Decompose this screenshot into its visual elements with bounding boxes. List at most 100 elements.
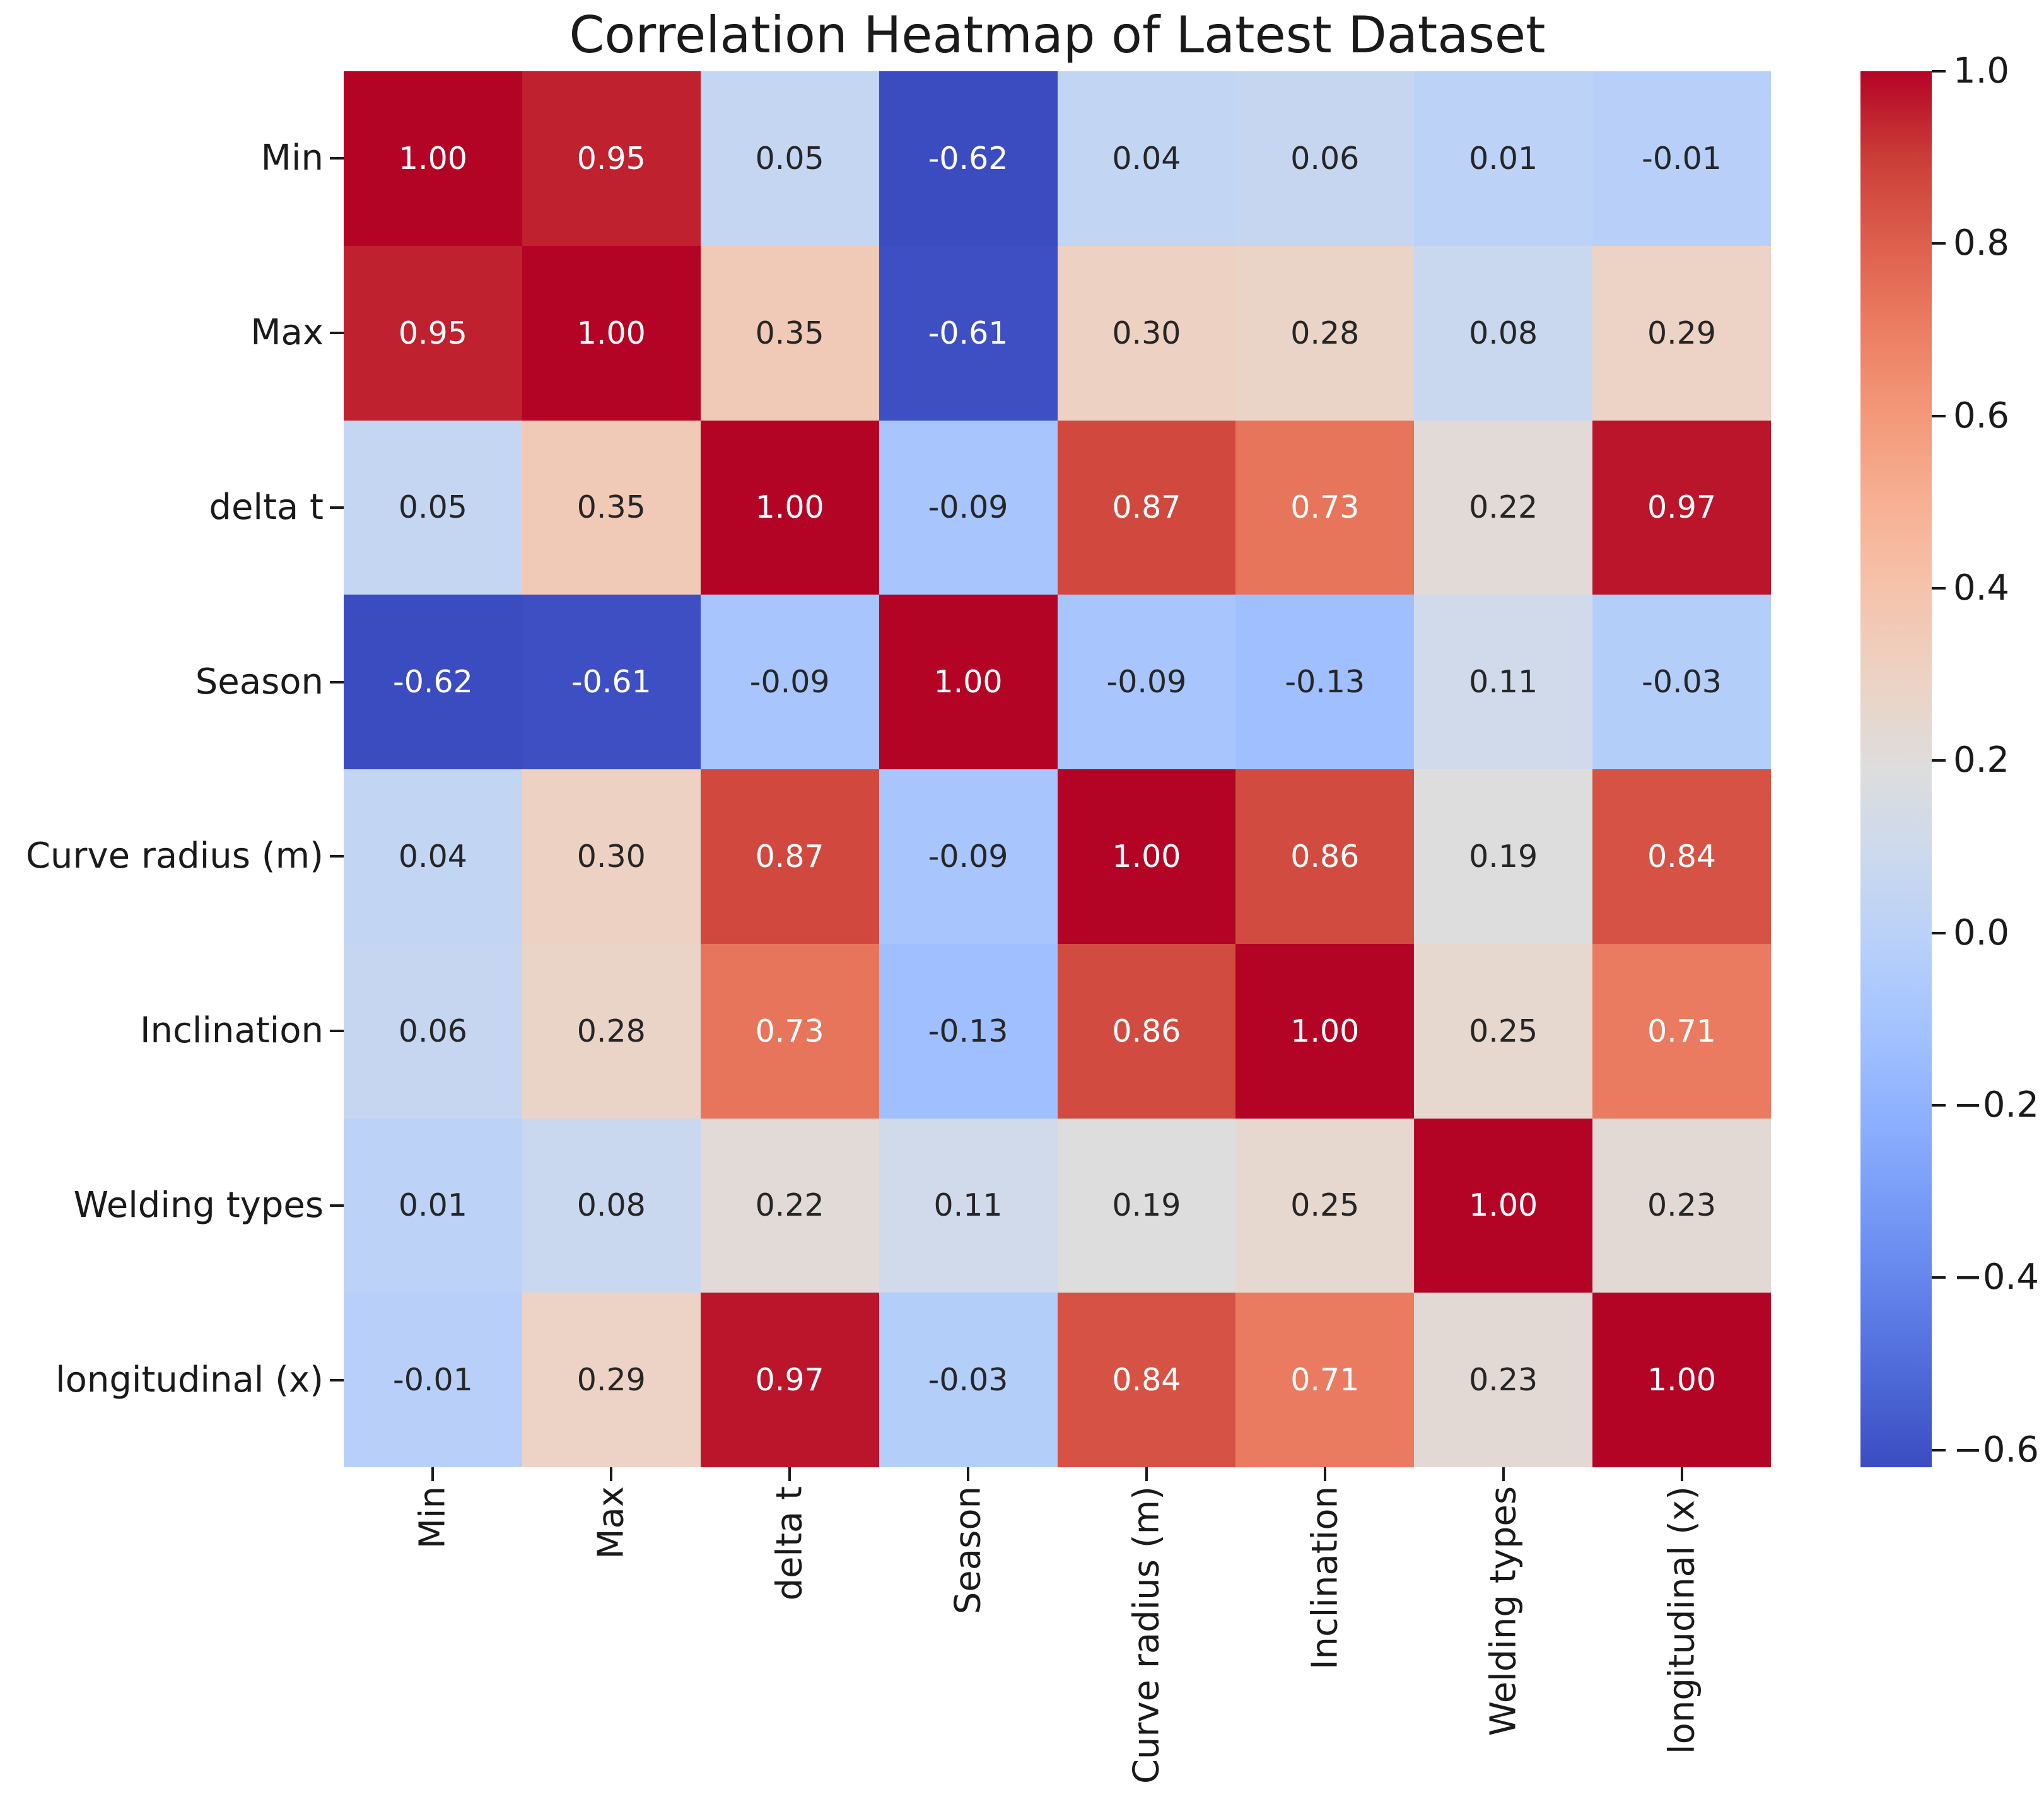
x-tick-mark	[967, 1467, 970, 1481]
heatmap-cell: 0.28	[522, 943, 701, 1119]
y-axis-tick-label: longitudinal (x)	[55, 1359, 324, 1400]
x-tick-mark	[431, 1467, 435, 1481]
colorbar-tick-mark	[1932, 931, 1946, 934]
colorbar-tick-label: 1.0	[1953, 50, 2010, 91]
heatmap-cell: 0.01	[1414, 71, 1593, 246]
heatmap-cell: 0.29	[522, 1293, 701, 1467]
x-axis-tick-label: Curve radius (m)	[1126, 1486, 1167, 1784]
y-tick-mark	[330, 1204, 344, 1207]
heatmap-cell: 1.00	[1057, 769, 1236, 944]
x-tick-mark	[1680, 1467, 1683, 1481]
heatmap-cell: 0.86	[1057, 943, 1236, 1119]
heatmap-cell: -0.03	[879, 1293, 1058, 1467]
heatmap-cell: 0.71	[1235, 1293, 1415, 1467]
heatmap-cell: 1.00	[1414, 1118, 1593, 1293]
heatmap-cell: 1.00	[879, 595, 1058, 769]
heatmap-cell: -0.13	[1235, 595, 1415, 769]
y-axis-tick-label: delta t	[209, 486, 324, 528]
colorbar-tick-mark	[1932, 1448, 1946, 1451]
heatmap-cell: 1.00	[522, 245, 701, 421]
y-tick-mark	[330, 1378, 344, 1381]
y-tick-mark	[330, 1030, 344, 1033]
heatmap-cell: 0.30	[1057, 245, 1236, 421]
y-axis-tick-label: Welding types	[73, 1184, 324, 1226]
heatmap-cell: 1.00	[1592, 1293, 1771, 1467]
colorbar-tick-label: 0.4	[1953, 567, 2010, 608]
y-tick-mark	[330, 506, 344, 509]
colorbar-tick-label: 0.6	[1953, 395, 2010, 436]
colorbar-gradient	[1860, 71, 1932, 1467]
y-axis-tick-label: Max	[250, 312, 324, 354]
colorbar-tick-label: 0.0	[1953, 912, 2010, 953]
heatmap-cell: 0.95	[344, 245, 522, 421]
x-tick-mark	[610, 1467, 613, 1481]
y-axis-tick-label: Season	[195, 661, 324, 702]
heatmap-cell: 0.95	[522, 71, 701, 246]
heatmap-cell: 1.00	[1235, 943, 1415, 1119]
heatmap-cell: 0.84	[1057, 1293, 1236, 1467]
x-tick-mark	[1145, 1467, 1148, 1481]
heatmap-cell: 0.04	[344, 769, 522, 944]
x-tick-mark	[788, 1467, 791, 1481]
chart-title: Correlation Heatmap of Latest Dataset	[569, 6, 1546, 64]
x-axis-tick-label: longitudinal (x)	[1661, 1486, 1703, 1754]
colorbar-tick-label: −0.4	[1953, 1257, 2039, 1298]
heatmap-cell: 0.05	[344, 420, 522, 595]
y-axis-tick-label: Curve radius (m)	[25, 835, 324, 877]
colorbar-tick-label: 0.2	[1953, 740, 2010, 781]
heatmap-cell: 0.25	[1414, 943, 1593, 1119]
heatmap-cell: 1.00	[700, 420, 879, 595]
y-tick-mark	[330, 157, 344, 160]
x-axis-tick-label: Welding types	[1483, 1486, 1524, 1736]
heatmap-cell: 0.30	[522, 769, 701, 944]
colorbar-tick-mark	[1932, 1104, 1946, 1107]
colorbar-tick-mark	[1932, 759, 1946, 762]
y-axis-tick-label: Inclination	[140, 1010, 324, 1052]
colorbar-tick-mark	[1932, 70, 1946, 73]
colorbar-tick-mark	[1932, 587, 1946, 590]
heatmap-cell: -0.03	[1592, 595, 1771, 769]
x-axis-tick-label: delta t	[769, 1486, 810, 1601]
heatmap-cell: 0.28	[1235, 245, 1415, 421]
x-axis-tick-label: Season	[947, 1486, 989, 1615]
heatmap-cell: 0.08	[1414, 245, 1593, 421]
heatmap-cell: -0.13	[879, 943, 1058, 1119]
heatmap-cell: 0.22	[700, 1118, 879, 1293]
heatmap-cell: 0.11	[1414, 595, 1593, 769]
heatmap-cell: 0.04	[1057, 71, 1236, 246]
heatmap-cell: -0.62	[879, 71, 1058, 246]
colorbar-tick-label: −0.6	[1953, 1429, 2039, 1470]
heatmap-cell: 0.97	[700, 1293, 879, 1467]
colorbar-tick-mark	[1932, 1276, 1946, 1279]
heatmap-cell: 0.29	[1592, 245, 1771, 421]
heatmap-cell: -0.09	[879, 769, 1058, 944]
heatmap-cell: -0.09	[879, 420, 1058, 595]
heatmap-cell: 0.06	[344, 943, 522, 1119]
heatmap-cell: 0.73	[1235, 420, 1415, 595]
heatmap-cell: 0.86	[1235, 769, 1415, 944]
heatmap-cell: -0.61	[522, 595, 701, 769]
heatmap-cell: -0.01	[1592, 71, 1771, 246]
heatmap-cell: 1.00	[344, 71, 522, 246]
colorbar-tick-label: 0.8	[1953, 223, 2010, 264]
heatmap-cell: 0.35	[522, 420, 701, 595]
x-axis-tick-label: Max	[590, 1486, 632, 1559]
heatmap-cell: -0.61	[879, 245, 1058, 421]
heatmap-cell: 0.05	[700, 71, 879, 246]
colorbar-tick-mark	[1932, 242, 1946, 245]
heatmap-cell: -0.01	[344, 1293, 522, 1467]
heatmap-cell: 0.23	[1592, 1118, 1771, 1293]
heatmap-cell: 0.08	[522, 1118, 701, 1293]
heatmap-cell: -0.62	[344, 595, 522, 769]
heatmap-cell: 0.11	[879, 1118, 1058, 1293]
heatmap-cell: 0.73	[700, 943, 879, 1119]
heatmap-cell: 0.84	[1592, 769, 1771, 944]
y-tick-mark	[330, 855, 344, 858]
heatmap-cell: 0.87	[700, 769, 879, 944]
heatmap-cell: -0.09	[1057, 595, 1236, 769]
heatmap-cell: 0.22	[1414, 420, 1593, 595]
x-tick-mark	[1502, 1467, 1505, 1481]
y-tick-mark	[330, 680, 344, 683]
colorbar-tick-mark	[1932, 414, 1946, 417]
